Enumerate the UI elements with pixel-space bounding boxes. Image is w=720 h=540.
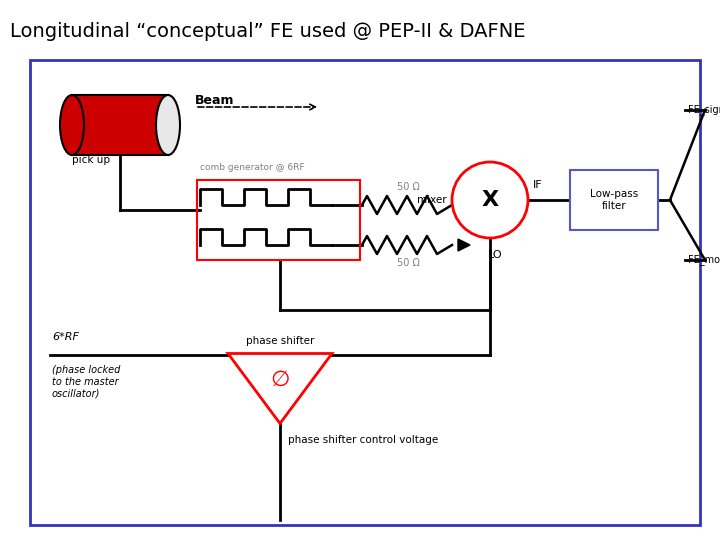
Text: phase shifter control voltage: phase shifter control voltage <box>288 435 438 445</box>
Polygon shape <box>458 199 470 211</box>
Ellipse shape <box>60 95 84 155</box>
Text: FE_monitor_out: FE_monitor_out <box>688 254 720 266</box>
Circle shape <box>452 162 528 238</box>
Ellipse shape <box>156 95 180 155</box>
Text: comb generator @ 6RF: comb generator @ 6RF <box>200 163 305 172</box>
Text: Longitudinal “conceptual” FE used @ PEP-II & DAFNE: Longitudinal “conceptual” FE used @ PEP-… <box>10 22 526 41</box>
Bar <box>570 170 658 230</box>
Text: pick up: pick up <box>72 155 110 165</box>
Bar <box>30 60 700 525</box>
Text: 50 Ω: 50 Ω <box>397 182 420 192</box>
Bar <box>72 95 168 155</box>
Text: LO: LO <box>487 250 503 260</box>
Text: phase shifter: phase shifter <box>246 335 314 346</box>
Text: mixer: mixer <box>418 195 447 205</box>
Bar <box>197 180 360 260</box>
Text: Beam: Beam <box>195 93 235 106</box>
Text: X: X <box>482 190 498 210</box>
Text: IF: IF <box>533 180 543 190</box>
Text: RF: RF <box>483 220 497 230</box>
Text: 50 Ω: 50 Ω <box>397 258 420 268</box>
Polygon shape <box>228 354 332 423</box>
Text: $\varnothing$: $\varnothing$ <box>270 370 290 390</box>
Text: 6*RF: 6*RF <box>52 332 79 342</box>
Text: Low-pass
filter: Low-pass filter <box>590 189 638 211</box>
Polygon shape <box>458 239 470 251</box>
Text: FE_signal_out: FE_signal_out <box>688 105 720 116</box>
Text: (phase locked
to the master
oscillator): (phase locked to the master oscillator) <box>52 365 120 398</box>
